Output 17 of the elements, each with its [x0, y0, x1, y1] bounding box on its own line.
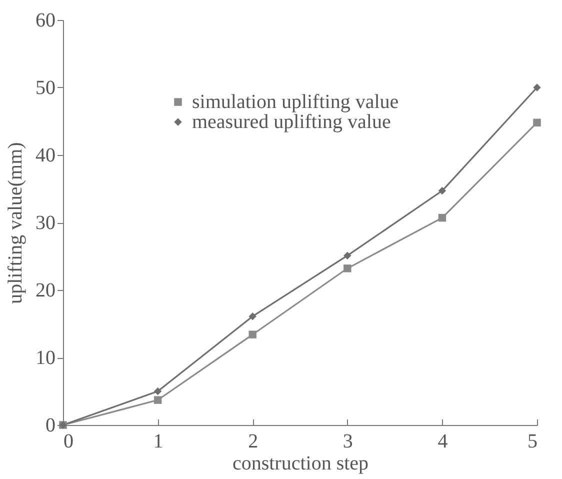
legend-label: simulation uplifting value [192, 91, 399, 113]
x-axis-title: construction step [232, 452, 369, 474]
x-tick-label: 2 [248, 430, 258, 452]
y-tick-label: 20 [36, 280, 56, 302]
y-tick-label: 30 [36, 212, 56, 234]
x-tick-label: 1 [153, 430, 164, 452]
x-tick-label: 3 [342, 430, 353, 452]
x-tick-label: 0 [64, 430, 74, 452]
legend-label: measured uplifting value [192, 111, 391, 133]
y-tick-label: 60 [36, 10, 56, 32]
y-tick-label: 10 [36, 347, 56, 369]
y-tick-label: 0 [46, 414, 56, 436]
y-tick-label: 40 [36, 144, 56, 166]
y-tick-label: 50 [36, 77, 56, 99]
x-tick-label: 5 [528, 430, 538, 452]
x-tick-label: 4 [438, 430, 448, 452]
y-axis-title: uplifting value(mm) [4, 142, 26, 304]
